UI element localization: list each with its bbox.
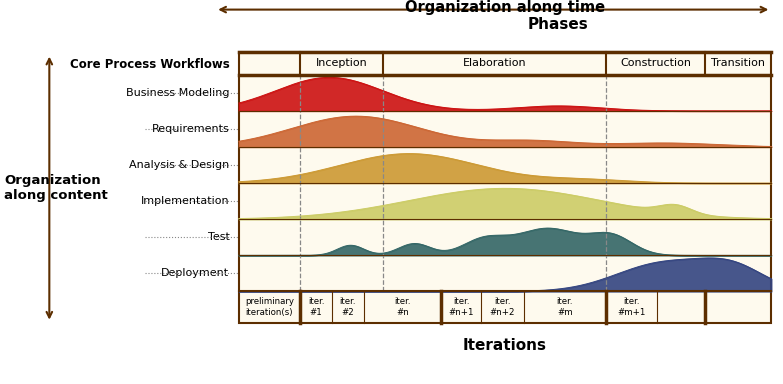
Text: Inception: Inception — [316, 58, 367, 68]
Text: iter.
#m+1: iter. #m+1 — [617, 297, 646, 317]
Text: Deployment: Deployment — [161, 268, 229, 278]
Text: Phases: Phases — [528, 17, 589, 33]
Text: iter.
#m: iter. #m — [557, 297, 573, 317]
Text: iter.
#n+1: iter. #n+1 — [449, 297, 474, 317]
Text: Transition: Transition — [711, 58, 765, 68]
Text: preliminary
iteration(s): preliminary iteration(s) — [245, 297, 294, 317]
Text: iter.
#1: iter. #1 — [308, 297, 324, 317]
Text: Construction: Construction — [620, 58, 691, 68]
Text: Organization
along content: Organization along content — [4, 174, 108, 202]
Text: Iterations: Iterations — [463, 338, 547, 353]
Text: Implementation: Implementation — [141, 196, 229, 206]
Text: iter.
#n+2: iter. #n+2 — [489, 297, 515, 317]
Text: Elaboration: Elaboration — [463, 58, 526, 68]
Text: iter.
#n: iter. #n — [395, 297, 411, 317]
Text: iter.
#2: iter. #2 — [340, 297, 356, 317]
Text: Requirements: Requirements — [152, 124, 229, 134]
Text: Analysis & Design: Analysis & Design — [129, 160, 229, 170]
Text: Test: Test — [207, 232, 229, 242]
Text: Core Process Workflows: Core Process Workflows — [70, 58, 229, 71]
Text: Business Modeling: Business Modeling — [126, 88, 229, 98]
Text: Organization along time: Organization along time — [405, 0, 605, 15]
